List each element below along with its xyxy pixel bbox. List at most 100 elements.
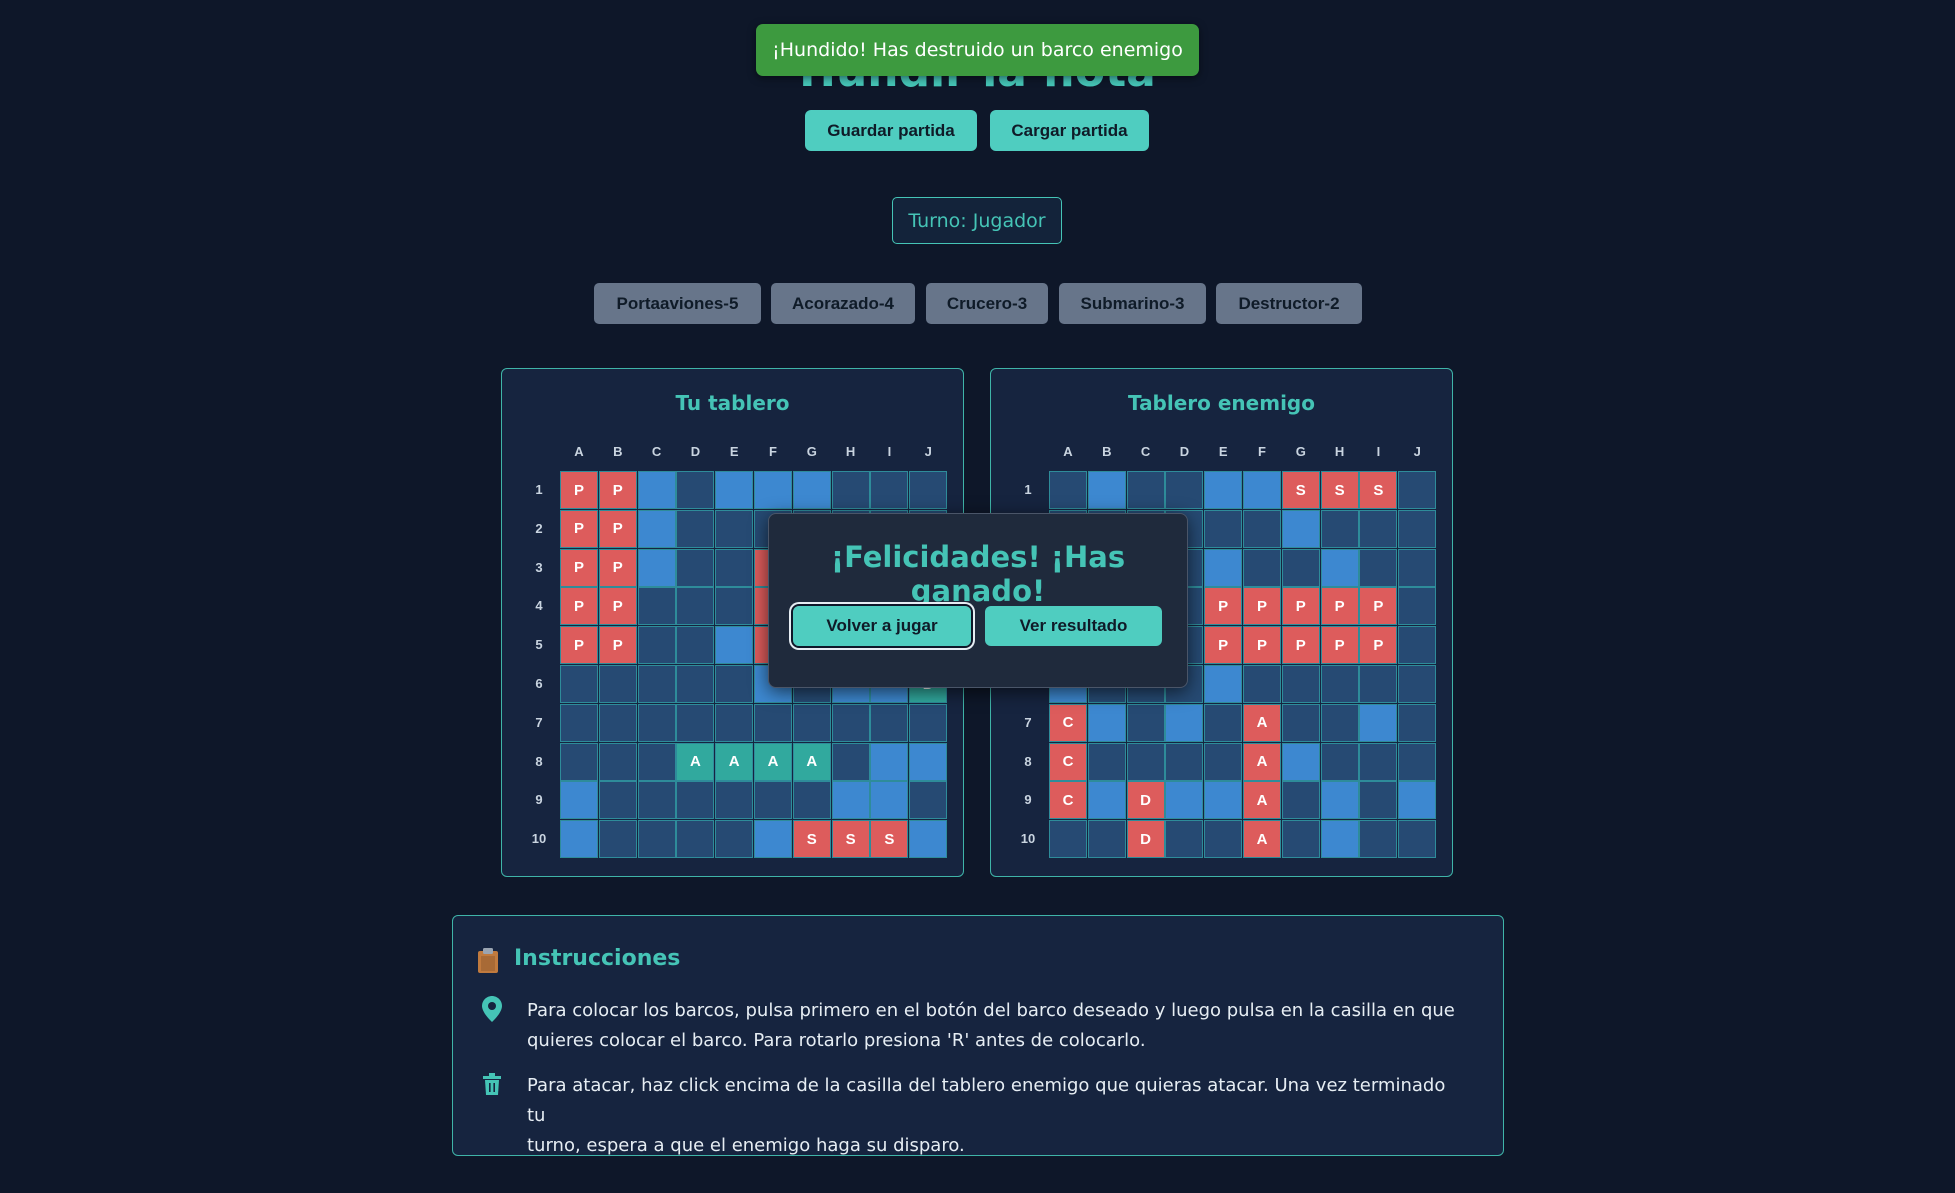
enemy-board-cell[interactable] [1359, 665, 1398, 703]
player-board-cell[interactable] [560, 703, 598, 742]
enemy-board-cell[interactable] [1204, 703, 1243, 742]
enemy-board-cell[interactable]: P [1281, 587, 1320, 626]
enemy-board-cell[interactable]: A [1243, 820, 1281, 859]
player-board-cell[interactable]: S [831, 820, 870, 859]
player-board-cell[interactable] [831, 781, 870, 820]
player-board-cell[interactable] [637, 471, 676, 509]
ship-button-submarino[interactable]: Submarino-3 [1059, 283, 1206, 324]
enemy-board-cell[interactable] [1398, 742, 1437, 781]
player-board-cell[interactable] [598, 703, 637, 742]
player-board-cell[interactable]: P [598, 587, 637, 626]
player-board-cell[interactable] [754, 703, 792, 742]
enemy-board-cell[interactable]: C [1049, 742, 1087, 781]
player-board-cell[interactable] [676, 509, 715, 548]
enemy-board-cell[interactable] [1204, 742, 1243, 781]
player-board-cell[interactable] [560, 820, 598, 859]
player-board-cell[interactable] [715, 471, 754, 509]
player-board-cell[interactable]: P [560, 548, 598, 587]
enemy-board-cell[interactable]: D [1126, 781, 1165, 820]
enemy-board-cell[interactable] [1204, 471, 1243, 509]
enemy-board-cell[interactable] [1087, 703, 1126, 742]
enemy-board-cell[interactable]: C [1049, 703, 1087, 742]
player-board-cell[interactable] [909, 820, 948, 859]
enemy-board-cell[interactable] [1243, 471, 1281, 509]
enemy-board-cell[interactable] [1126, 471, 1165, 509]
player-board-cell[interactable] [637, 820, 676, 859]
enemy-board-cell[interactable] [1281, 781, 1320, 820]
player-board-cell[interactable] [792, 781, 831, 820]
player-board-cell[interactable] [715, 703, 754, 742]
player-board-cell[interactable] [715, 587, 754, 626]
enemy-board-cell[interactable] [1320, 548, 1359, 587]
enemy-board-cell[interactable] [1281, 703, 1320, 742]
enemy-board-cell[interactable] [1359, 509, 1398, 548]
enemy-board-cell[interactable] [1398, 471, 1437, 509]
enemy-board-cell[interactable]: P [1320, 587, 1359, 626]
player-board-cell[interactable] [637, 781, 676, 820]
enemy-board-cell[interactable] [1204, 781, 1243, 820]
enemy-board-cell[interactable] [1165, 742, 1204, 781]
player-board-cell[interactable]: P [598, 471, 637, 509]
player-board-cell[interactable] [870, 742, 909, 781]
enemy-board-cell[interactable] [1049, 820, 1087, 859]
player-board-cell[interactable] [637, 742, 676, 781]
enemy-board-cell[interactable]: P [1359, 587, 1398, 626]
player-board-cell[interactable] [792, 471, 831, 509]
player-board-cell[interactable] [676, 665, 715, 703]
enemy-board-cell[interactable] [1204, 665, 1243, 703]
player-board-cell[interactable] [637, 703, 676, 742]
player-board-cell[interactable] [715, 781, 754, 820]
enemy-board-cell[interactable] [1320, 703, 1359, 742]
enemy-board-cell[interactable] [1359, 703, 1398, 742]
enemy-board-cell[interactable] [1398, 820, 1437, 859]
enemy-board-cell[interactable] [1204, 820, 1243, 859]
enemy-board-cell[interactable] [1165, 820, 1204, 859]
play-again-button[interactable]: Volver a jugar [791, 604, 973, 648]
enemy-board-cell[interactable] [1165, 703, 1204, 742]
ship-button-crucero[interactable]: Crucero-3 [926, 283, 1048, 324]
enemy-board-cell[interactable] [1087, 471, 1126, 509]
enemy-board-cell[interactable] [1281, 665, 1320, 703]
player-board-cell[interactable]: P [598, 509, 637, 548]
player-board-cell[interactable] [676, 548, 715, 587]
player-board-cell[interactable] [870, 471, 909, 509]
player-board-cell[interactable] [637, 509, 676, 548]
load-game-button[interactable]: Cargar partida [990, 110, 1149, 151]
player-board-cell[interactable] [831, 471, 870, 509]
player-board-cell[interactable] [909, 703, 948, 742]
enemy-board-cell[interactable] [1398, 587, 1437, 626]
enemy-board-cell[interactable] [1398, 548, 1437, 587]
player-board-cell[interactable] [676, 703, 715, 742]
enemy-board-cell[interactable] [1359, 820, 1398, 859]
enemy-board-cell[interactable] [1359, 781, 1398, 820]
enemy-board-cell[interactable] [1281, 509, 1320, 548]
player-board-cell[interactable]: P [560, 509, 598, 548]
enemy-board-cell[interactable] [1204, 509, 1243, 548]
enemy-board-cell[interactable]: P [1320, 626, 1359, 665]
player-board-cell[interactable] [909, 742, 948, 781]
player-board-cell[interactable] [676, 820, 715, 859]
player-board-cell[interactable] [560, 665, 598, 703]
ship-button-portaaviones[interactable]: Portaaviones-5 [594, 283, 761, 324]
player-board-cell[interactable] [715, 820, 754, 859]
enemy-board-cell[interactable]: A [1243, 781, 1281, 820]
player-board-cell[interactable] [637, 665, 676, 703]
enemy-board-cell[interactable] [1320, 665, 1359, 703]
player-board-cell[interactable] [754, 820, 792, 859]
player-board-cell[interactable] [715, 665, 754, 703]
enemy-board-cell[interactable]: S [1281, 471, 1320, 509]
player-board-cell[interactable] [560, 781, 598, 820]
player-board-cell[interactable] [598, 781, 637, 820]
ship-button-destructor[interactable]: Destructor-2 [1216, 283, 1362, 324]
enemy-board-cell[interactable] [1320, 781, 1359, 820]
enemy-board-cell[interactable]: D [1126, 820, 1165, 859]
player-board-cell[interactable] [598, 742, 637, 781]
enemy-board-cell[interactable]: S [1320, 471, 1359, 509]
enemy-board-cell[interactable]: A [1243, 742, 1281, 781]
enemy-board-cell[interactable] [1281, 548, 1320, 587]
enemy-board-cell[interactable]: P [1204, 626, 1243, 665]
player-board-cell[interactable] [676, 587, 715, 626]
enemy-board-cell[interactable] [1165, 471, 1204, 509]
enemy-board-cell[interactable]: P [1243, 587, 1281, 626]
enemy-board-cell[interactable] [1087, 781, 1126, 820]
